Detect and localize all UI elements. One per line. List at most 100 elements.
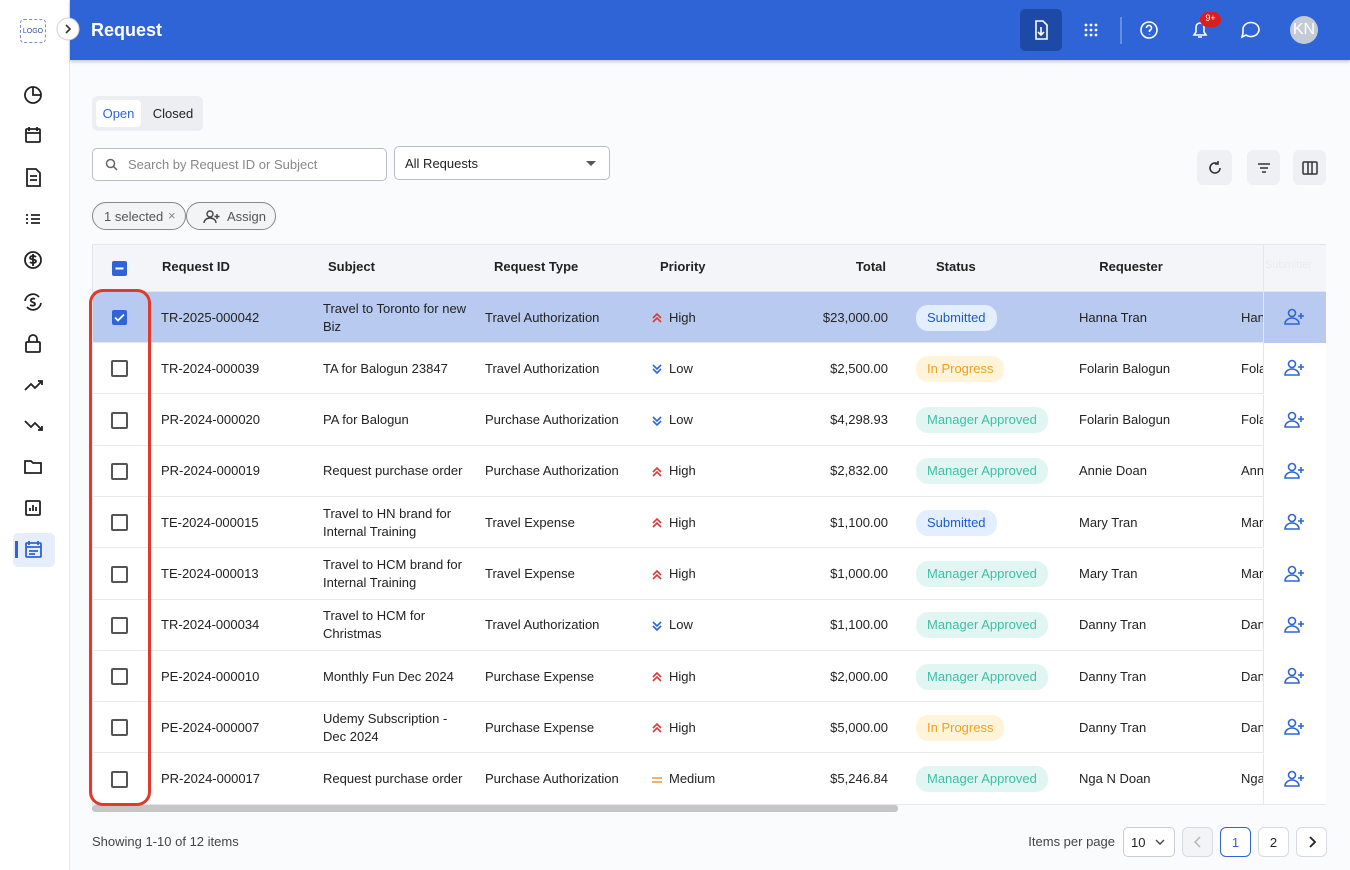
table-row[interactable]: PR-2024-000019 Request purchase order Purc… bbox=[93, 445, 1326, 497]
page-button[interactable]: 2 bbox=[1258, 827, 1289, 857]
download-button[interactable] bbox=[1020, 9, 1062, 51]
nav-exchange[interactable] bbox=[24, 293, 42, 311]
table-row[interactable]: PE-2024-000010 Monthly Fun Dec 2024 Purcha… bbox=[93, 651, 1326, 703]
logo[interactable]: LOGO bbox=[20, 19, 46, 43]
priority-icon bbox=[652, 518, 662, 528]
row-checkbox[interactable] bbox=[111, 360, 128, 378]
total: $1,100.00 bbox=[830, 617, 888, 633]
table-row[interactable]: TR-2024-000039 TA for Balogun 23847 Travel… bbox=[93, 343, 1326, 395]
nav-lock[interactable] bbox=[25, 341, 41, 353]
avatar[interactable] bbox=[1290, 16, 1318, 44]
submitter-truncated: Han bbox=[1241, 309, 1263, 325]
assign-row-button[interactable] bbox=[1284, 411, 1306, 429]
action-cell bbox=[1263, 497, 1326, 549]
horizontal-scrollbar[interactable] bbox=[92, 805, 898, 812]
assign-row-button[interactable] bbox=[1284, 718, 1306, 736]
assign-row-button[interactable] bbox=[1284, 462, 1306, 480]
request-filter-dropdown[interactable]: All Requests bbox=[394, 146, 610, 180]
table-row[interactable]: PR-2024-000020 PA for Balogun Purchase Aut… bbox=[93, 394, 1326, 446]
next-page[interactable] bbox=[1296, 827, 1327, 857]
select-all-checkbox bbox=[112, 261, 127, 276]
search-box[interactable]: Search by Request ID or Subject bbox=[92, 148, 387, 181]
priority: High bbox=[669, 566, 696, 581]
submitter-truncated: Mary bbox=[1241, 566, 1263, 581]
table-row[interactable]: PE-2024-000007 Udemy Subscription - Dec 2… bbox=[93, 702, 1326, 754]
total: $5,246.84 bbox=[830, 771, 888, 787]
request-type: Travel Expense bbox=[485, 566, 575, 581]
row-checkbox[interactable] bbox=[111, 514, 128, 532]
filter-button[interactable] bbox=[1247, 150, 1280, 185]
table-row[interactable]: TE-2024-000015 Travel to HN brand for Int… bbox=[93, 497, 1326, 549]
status-cell: Submitted bbox=[916, 292, 997, 343]
priority: High bbox=[669, 309, 696, 325]
assign-button[interactable]: Assign bbox=[186, 202, 276, 230]
header-bar: Request 9+ KN bbox=[70, 0, 1350, 60]
apps-button[interactable] bbox=[1084, 23, 1098, 37]
selection-count: 1 selected bbox=[104, 209, 164, 224]
nav-trend-up[interactable] bbox=[24, 380, 43, 391]
tab-open[interactable]: Open bbox=[96, 100, 141, 127]
status-badge: In Progress bbox=[916, 714, 1005, 741]
chat-button[interactable] bbox=[1240, 21, 1260, 39]
assign-row-button[interactable] bbox=[1284, 667, 1306, 685]
submitter-truncated: Fola bbox=[1241, 360, 1263, 376]
priority-icon bbox=[652, 621, 662, 631]
request-id: PR-2024-000020 bbox=[161, 412, 261, 428]
row-checkbox[interactable] bbox=[111, 719, 128, 737]
items-per-page-select[interactable]: 10 bbox=[1123, 827, 1175, 857]
request-id: PR-2024-000019 bbox=[161, 463, 261, 479]
assign-row-button[interactable] bbox=[1284, 359, 1306, 377]
row-checkbox[interactable] bbox=[111, 462, 128, 480]
nav-list[interactable] bbox=[26, 214, 40, 224]
nav-calendar[interactable] bbox=[25, 128, 41, 143]
tab-closed[interactable]: Closed bbox=[152, 106, 194, 121]
help-button[interactable] bbox=[1140, 21, 1158, 39]
priority: High bbox=[669, 668, 696, 684]
expand-sidebar[interactable] bbox=[56, 17, 82, 43]
assign-row-button[interactable] bbox=[1284, 770, 1306, 788]
subject: Request purchase order bbox=[323, 463, 463, 479]
table-row[interactable]: TE-2024-000013 Travel to HCM brand for In… bbox=[93, 548, 1326, 600]
subject: TA for Balogun 23847 bbox=[323, 360, 448, 376]
nav-requests[interactable] bbox=[25, 541, 42, 558]
row-checkbox[interactable] bbox=[111, 411, 128, 429]
assign-row-button[interactable] bbox=[1284, 565, 1306, 583]
prev-page[interactable] bbox=[1182, 827, 1213, 857]
notifications-button[interactable] bbox=[1192, 22, 1208, 38]
nav-folder[interactable] bbox=[24, 460, 42, 474]
table-row[interactable]: TR-2024-000034 Travel to HCM for Christma… bbox=[93, 599, 1326, 651]
column-header: Status bbox=[936, 259, 976, 274]
status-badge: Manager Approved bbox=[916, 407, 1048, 434]
request-id: TR-2024-000039 bbox=[161, 360, 260, 376]
status-cell: Manager Approved bbox=[916, 395, 1048, 446]
nav-document[interactable] bbox=[26, 168, 41, 187]
refresh-button[interactable] bbox=[1197, 150, 1232, 185]
row-checkbox[interactable] bbox=[111, 770, 128, 788]
nav-report[interactable] bbox=[25, 500, 41, 516]
highlight-outline bbox=[89, 289, 151, 806]
page-title: Request bbox=[91, 20, 163, 40]
assign-row-button[interactable] bbox=[1284, 513, 1306, 531]
status-badge: Manager Approved bbox=[916, 766, 1048, 793]
table-row[interactable]: PR-2024-000017 Request purchase order Purc… bbox=[93, 753, 1326, 804]
items-per-page-label: Items per page bbox=[1028, 834, 1115, 849]
row-checkbox[interactable] bbox=[111, 668, 128, 686]
assign-row-button[interactable] bbox=[1284, 308, 1306, 326]
nav-trend-down[interactable] bbox=[24, 420, 43, 431]
page-button[interactable]: 1 bbox=[1220, 827, 1251, 857]
notification-badge: 9+ bbox=[1205, 13, 1216, 23]
request-type: Purchase Expense bbox=[485, 719, 595, 735]
column-header: Total bbox=[855, 259, 886, 274]
status-badge: Manager Approved bbox=[916, 663, 1048, 690]
clear-selection[interactable]: × bbox=[168, 208, 176, 223]
row-checkbox[interactable] bbox=[111, 565, 128, 583]
assign-row-button[interactable] bbox=[1284, 616, 1306, 634]
nav-money[interactable] bbox=[24, 251, 42, 269]
columns-button[interactable] bbox=[1293, 150, 1326, 185]
table-row[interactable]: TR-2025-000042 Travel to Toronto for new … bbox=[93, 292, 1326, 343]
action-cell bbox=[1263, 343, 1326, 395]
row-checkbox[interactable] bbox=[111, 616, 128, 634]
column-header: Request ID bbox=[162, 259, 230, 274]
column-header: Request Type bbox=[494, 259, 579, 274]
